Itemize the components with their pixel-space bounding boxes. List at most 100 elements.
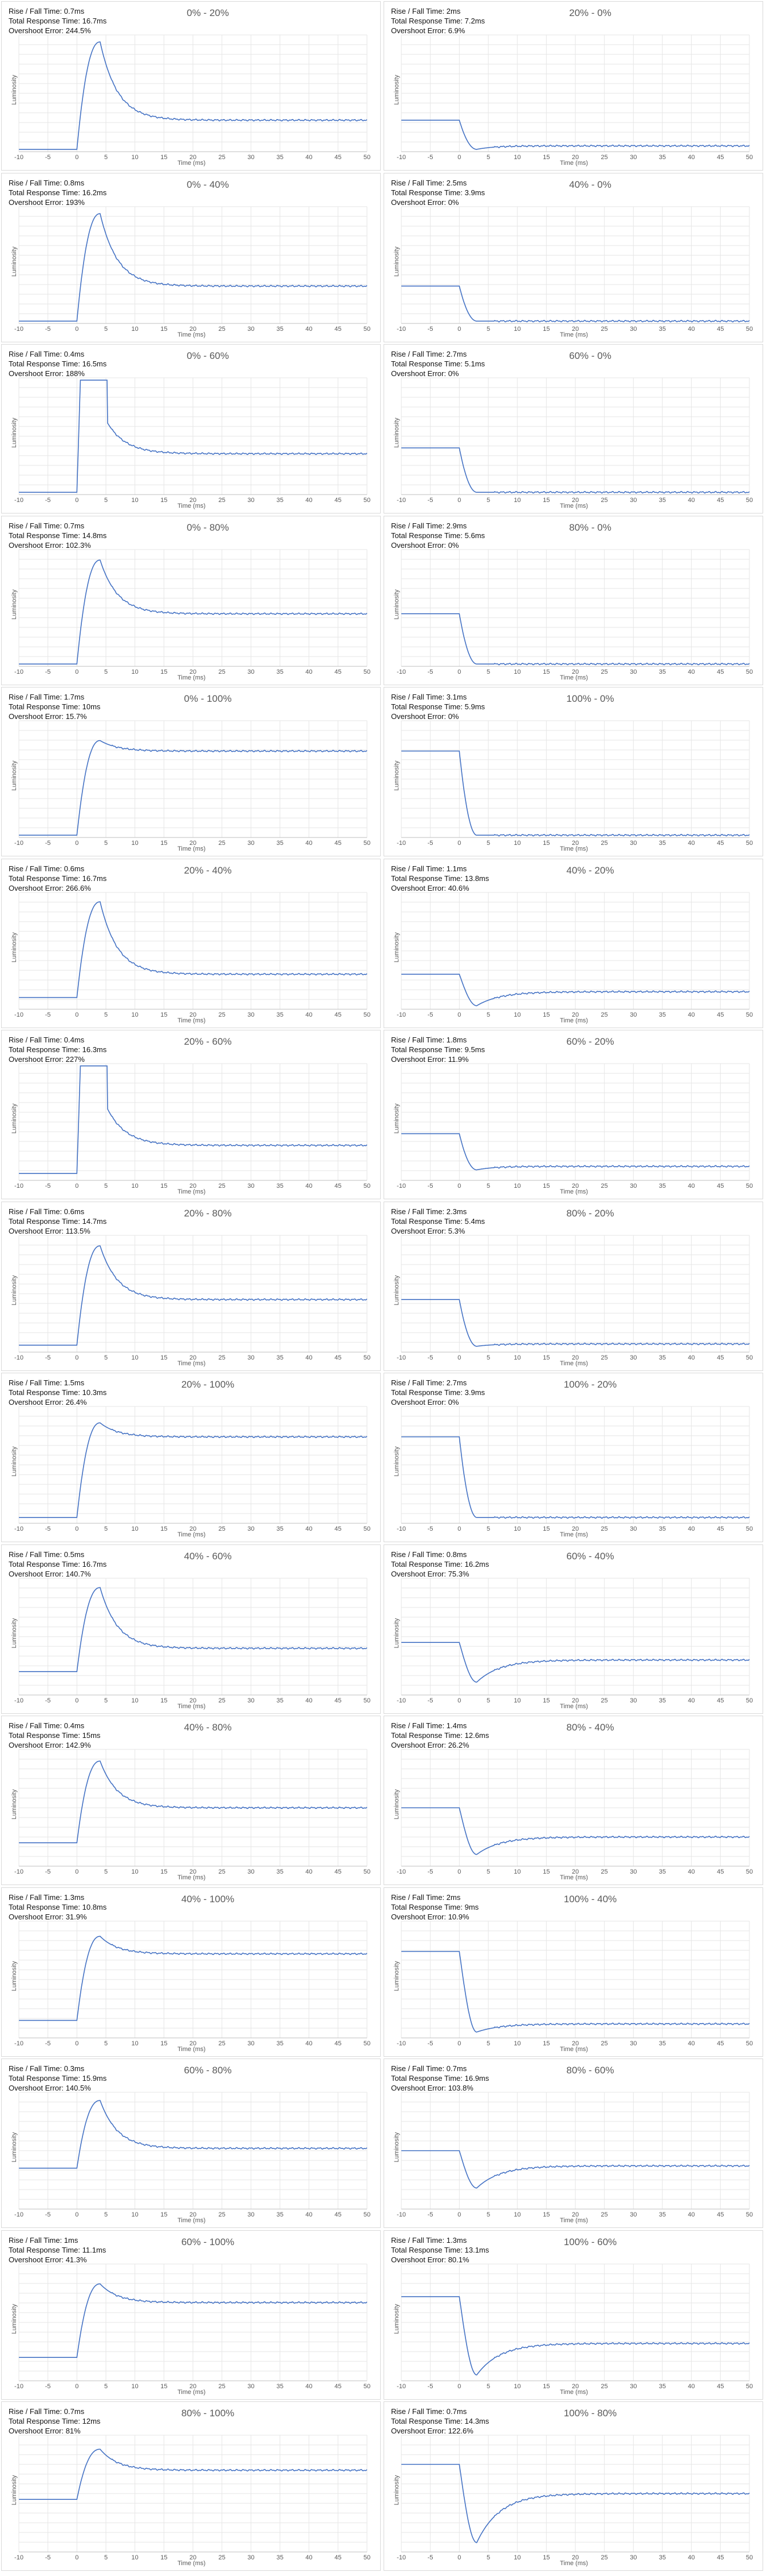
- x-tick-label: 30: [630, 1868, 637, 1875]
- chart-plot: -10 -5 0 5 10 15 20 25 30 35 40 45 50: [397, 1235, 753, 1361]
- x-tick-label: 35: [659, 1526, 666, 1532]
- x-tick-label: 10: [132, 1354, 139, 1361]
- x-tick-label: 45: [717, 497, 724, 504]
- x-tick-label: -10: [14, 497, 23, 504]
- x-tick-label: 20: [189, 1868, 196, 1875]
- x-tick-label: 15: [160, 669, 167, 675]
- x-tick-label: 40: [688, 154, 695, 161]
- stat-line: Rise / Fall Time: 2.7ms: [391, 350, 467, 358]
- x-tick-label: 25: [219, 154, 226, 161]
- stat-line: Overshoot Error: 140.7%: [9, 1569, 91, 1578]
- luminosity-series-line: [19, 1065, 368, 1174]
- x-tick-label: -10: [397, 840, 406, 847]
- response-stats: Rise / Fall Time: 1.3ms Total Response Ti…: [9, 1893, 106, 1922]
- x-tick-label: 20: [572, 154, 579, 161]
- x-tick-label: 20: [572, 1697, 579, 1704]
- chart-grid: [18, 1921, 368, 2038]
- response-stats: Rise / Fall Time: 1.5ms Total Response Ti…: [9, 1378, 106, 1407]
- x-tick-label: -10: [397, 497, 406, 504]
- x-tick-label: 45: [334, 2554, 341, 2561]
- x-tick-label: 40: [688, 1868, 695, 1875]
- x-tick-label: -10: [14, 1526, 23, 1532]
- x-tick-label: -5: [428, 1697, 433, 1704]
- x-tick-label: 10: [514, 2211, 521, 2218]
- x-tick-label: 10: [132, 1012, 139, 1018]
- x-tick-label: 50: [746, 2040, 753, 2047]
- y-axis-label: Luminosity: [11, 1275, 18, 1305]
- x-tick-label: -5: [428, 1868, 433, 1875]
- x-tick-label: 0: [75, 2040, 78, 2047]
- chart-panel: -10 -5 0 5 10 15 20 25 30 35 40 45 50 Rise / Fall Tim…: [1, 2059, 381, 2228]
- x-tick-label: 35: [659, 1868, 666, 1875]
- stat-line: Total Response Time: 13.8ms: [391, 874, 489, 883]
- x-tick-label: 20: [189, 2554, 196, 2561]
- x-tick-label: 25: [601, 840, 608, 847]
- stat-line: Overshoot Error: 15.7%: [9, 712, 87, 721]
- x-tick-label: 35: [659, 1697, 666, 1704]
- x-tick-label: 20: [572, 326, 579, 333]
- y-axis-label: Luminosity: [393, 246, 400, 276]
- x-tick-label: 5: [104, 326, 108, 333]
- x-tick-label: 50: [364, 840, 370, 847]
- x-axis-label: Time (ms): [177, 1017, 206, 1024]
- chart-panel: -10 -5 0 5 10 15 20 25 30 35 40 45 50 Rise / Fall Tim…: [384, 1, 763, 171]
- x-tick-label: 30: [247, 669, 254, 675]
- x-tick-label: 40: [688, 2383, 695, 2390]
- chart-title: 60% - 100%: [181, 2236, 235, 2247]
- x-tick-label: -10: [397, 1012, 406, 1018]
- stat-line: Overshoot Error: 10.9%: [391, 1912, 469, 1921]
- x-tick-label: 10: [514, 669, 521, 675]
- stat-line: Total Response Time: 16.7ms: [9, 17, 107, 25]
- stat-line: Total Response Time: 5.6ms: [391, 531, 485, 540]
- x-tick-label: 40: [306, 1354, 313, 1361]
- x-tick-label: 15: [543, 326, 550, 333]
- chart-grid: [18, 2435, 368, 2553]
- x-tick-label: -10: [14, 669, 23, 675]
- chart-grid: [401, 2263, 750, 2381]
- x-tick-label: 25: [601, 1697, 608, 1704]
- x-tick-label: 35: [659, 2211, 666, 2218]
- response-stats: Rise / Fall Time: 2.7ms Total Response Ti…: [391, 1378, 485, 1407]
- x-tick-label: -5: [428, 1526, 433, 1532]
- stat-line: Rise / Fall Time: 1.8ms: [391, 1036, 467, 1044]
- x-tick-label: 35: [277, 326, 283, 333]
- chart-panel: -10 -5 0 5 10 15 20 25 30 35 40 45 50 Rise / Fall Tim…: [384, 1887, 763, 2057]
- luminosity-series-line: [401, 2296, 750, 2376]
- stat-line: Overshoot Error: 244.5%: [9, 26, 91, 35]
- x-tick-label: -5: [45, 2554, 51, 2561]
- response-stats: Rise / Fall Time: 1.3ms Total Response Ti…: [391, 2235, 489, 2265]
- x-tick-label: 50: [746, 2383, 753, 2390]
- response-stats: Rise / Fall Time: 0.6ms Total Response Ti…: [9, 864, 106, 893]
- chart-panel: -10 -5 0 5 10 15 20 25 30 35 40 45 50 Rise / Fall Tim…: [384, 1544, 763, 1714]
- x-tick-label: -5: [428, 2040, 433, 2047]
- x-tick-label: 50: [364, 2383, 370, 2390]
- y-axis-label: Luminosity: [393, 1789, 400, 1820]
- chart-plot: -10 -5 0 5 10 15 20 25 30 35 40 45 50: [14, 2435, 370, 2561]
- stat-line: Rise / Fall Time: 1ms: [9, 2235, 78, 2245]
- chart-panel: -10 -5 0 5 10 15 20 25 30 35 40 45 50 Rise / Fall Tim…: [1, 687, 381, 856]
- chart-title: 60% - 80%: [184, 2065, 232, 2076]
- chart-grid: [401, 1578, 750, 1695]
- x-tick-label: 35: [277, 2040, 283, 2047]
- x-tick-label: -5: [428, 2554, 433, 2561]
- stat-line: Rise / Fall Time: 0.5ms: [9, 1550, 85, 1559]
- x-tick-label: -5: [45, 669, 51, 675]
- x-tick-label: 10: [132, 669, 139, 675]
- x-tick-label: 0: [75, 1183, 78, 1190]
- x-tick-label: 25: [601, 1526, 608, 1532]
- x-tick-label: 25: [219, 1868, 226, 1875]
- chart-panel: -10 -5 0 5 10 15 20 25 30 35 40 45 50 Rise / Fall Tim…: [1, 1, 381, 171]
- x-tick-label: 40: [306, 2554, 313, 2561]
- x-tick-label: 35: [659, 840, 666, 847]
- luminosity-series-line: [401, 2464, 750, 2543]
- x-tick-label: -10: [14, 1183, 23, 1190]
- x-tick-label: 50: [364, 154, 370, 161]
- x-tick-label: 35: [277, 2554, 283, 2561]
- x-tick-label: -10: [14, 1868, 23, 1875]
- x-tick-label: 45: [334, 1354, 341, 1361]
- chart-grid: [18, 2263, 368, 2381]
- x-tick-label: 30: [247, 2040, 254, 2047]
- x-tick-label: -5: [45, 1868, 51, 1875]
- x-tick-label: 45: [334, 840, 341, 847]
- x-tick-label: 5: [487, 2383, 490, 2390]
